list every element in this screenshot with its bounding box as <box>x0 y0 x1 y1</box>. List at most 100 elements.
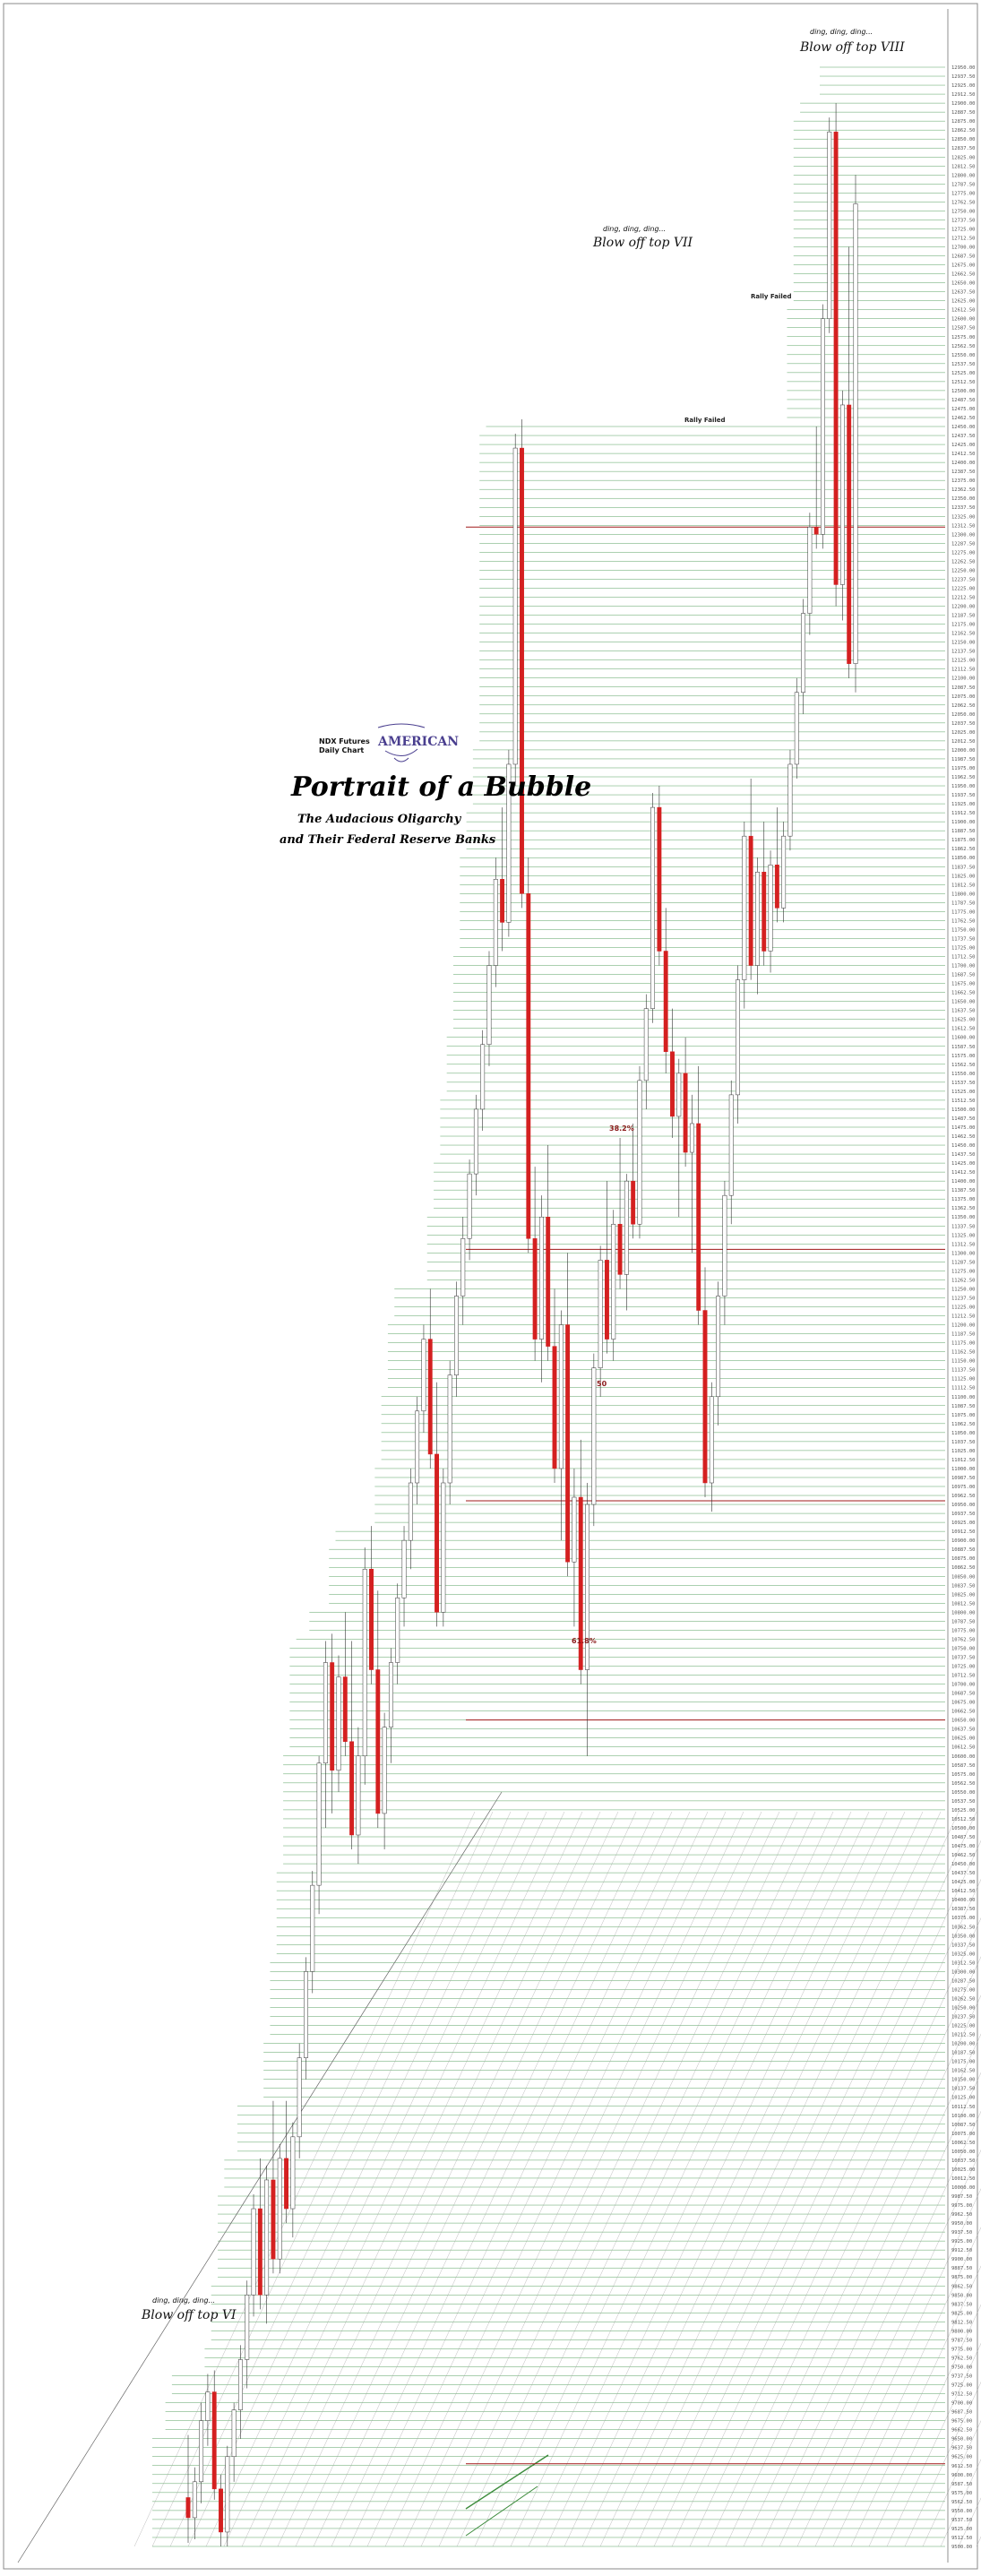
candle <box>683 1037 688 1167</box>
horizontal-grid-lines <box>152 66 945 2547</box>
callout-text: Blow off top VI <box>141 2308 237 2322</box>
y-tick-label: 11587.50 <box>951 1045 976 1050</box>
candle-body <box>408 1482 413 1541</box>
y-tick-label: 9750.00 <box>951 2365 972 2370</box>
y-tick-label: 12475.00 <box>951 407 976 412</box>
fan-line <box>528 1811 870 2547</box>
candle-body <box>205 2391 211 2421</box>
y-tick-label: 10962.50 <box>951 1494 976 1499</box>
candle-body <box>716 1296 721 1398</box>
candle-body <box>709 1396 714 1484</box>
y-tick-label: 9812.50 <box>951 2320 972 2325</box>
candle-body <box>821 318 825 535</box>
y-tick-label: 12487.50 <box>951 398 976 403</box>
candle-body <box>225 2456 230 2533</box>
y-tick-label: 12725.00 <box>951 227 976 232</box>
y-tick-label: 12950.00 <box>951 65 976 71</box>
y-tick-label: 10312.50 <box>951 1960 976 1966</box>
candle-body <box>794 692 799 765</box>
y-tick-label: 12212.50 <box>951 595 976 600</box>
candle-body <box>683 1073 688 1153</box>
y-tick-label: 10950.00 <box>951 1503 976 1508</box>
y-tick-label: 10675.00 <box>951 1701 976 1706</box>
resistance-levels <box>466 526 945 2465</box>
fan-line <box>581 1811 924 2547</box>
y-tick-label: 10662.50 <box>951 1710 976 1715</box>
candle <box>237 2345 243 2439</box>
fan-line <box>743 2033 981 2547</box>
y-tick-label: 9987.50 <box>951 2194 972 2200</box>
candle <box>722 1181 727 1325</box>
y-tick-label: 11950.00 <box>951 784 976 789</box>
callout-text: Blow off top VIII <box>799 40 905 55</box>
y-tick-label: 12000.00 <box>951 748 976 754</box>
y-tick-label: 10050.00 <box>951 2150 976 2155</box>
candle <box>185 2434 191 2543</box>
candle <box>598 1245 603 1397</box>
y-tick-label: 12200.00 <box>951 605 976 610</box>
candle <box>192 2467 197 2539</box>
candle <box>506 749 512 937</box>
y-tick-label: 12150.00 <box>951 641 976 646</box>
candle <box>460 1217 466 1325</box>
fan-line <box>832 2227 981 2547</box>
y-tick-label: 10287.50 <box>951 1978 976 1984</box>
candle <box>421 1324 426 1433</box>
candle <box>323 1641 328 1828</box>
candle <box>650 793 656 1023</box>
candle <box>742 822 747 1009</box>
y-tick-label: 12575.00 <box>951 335 976 340</box>
candle <box>617 1138 623 1289</box>
y-tick-label: 9637.50 <box>951 2446 972 2451</box>
candle-body <box>696 1123 701 1311</box>
candle-body <box>558 1324 564 1469</box>
y-tick-label: 10512.50 <box>951 1817 976 1822</box>
price-axis: 9500.00 9512.50 9525.00 9537.50 9550.00 9562.… <box>947 9 976 2563</box>
y-tick-label: 10250.00 <box>951 2005 976 2011</box>
y-tick-label: 11700.00 <box>951 964 976 969</box>
y-tick-label: 10850.00 <box>951 1574 976 1580</box>
candle <box>264 2165 270 2324</box>
fan-line <box>205 1811 547 2547</box>
y-tick-label: 11287.50 <box>951 1260 976 1265</box>
candle-body <box>538 1216 544 1340</box>
fan-line <box>331 1811 673 2547</box>
fan-line <box>868 2304 981 2547</box>
fan-line <box>313 1811 655 2547</box>
timeframe-label: Daily Chart <box>319 746 364 754</box>
y-tick-label: 10787.50 <box>951 1619 976 1624</box>
fan-line <box>295 1811 637 2547</box>
y-tick-label: 10700.00 <box>951 1683 976 1688</box>
y-tick-label: 11075.00 <box>951 1413 976 1418</box>
candle <box>447 1360 452 1505</box>
fan-line <box>886 2342 981 2547</box>
candle <box>415 1396 420 1505</box>
candle <box>401 1526 407 1627</box>
fan-line <box>689 1917 981 2547</box>
y-tick-label: 11612.50 <box>951 1027 976 1032</box>
candle <box>624 1174 629 1311</box>
y-tick-label: 10037.50 <box>951 2158 976 2164</box>
candle-body <box>336 1676 341 1771</box>
chart-title: Portrait of a Bubble <box>290 771 591 803</box>
fib-label-382: 38.2% <box>609 1124 634 1133</box>
y-tick-label: 11437.50 <box>951 1152 976 1158</box>
chart-subtitle-2: and Their Federal Reserve Banks <box>280 833 496 847</box>
fan-line <box>492 1811 834 2547</box>
candle-body <box>310 1884 315 1972</box>
y-tick-label: 10062.50 <box>951 2141 976 2146</box>
candle <box>605 1181 609 1354</box>
candle <box>558 1310 564 1541</box>
y-tick-label: 9962.50 <box>951 2212 972 2218</box>
candle <box>631 1123 636 1239</box>
y-tick-label: 12112.50 <box>951 668 976 673</box>
fan-line <box>187 1811 529 2547</box>
y-tick-label: 9775.00 <box>951 2347 972 2352</box>
candle-body <box>369 1568 374 1670</box>
y-tick-label: 11200.00 <box>951 1323 976 1329</box>
candle-body <box>447 1374 452 1484</box>
y-tick-label: 10150.00 <box>951 2078 976 2083</box>
candles <box>185 103 858 2546</box>
y-tick-label: 11550.00 <box>951 1072 976 1077</box>
y-tick-label: 9787.50 <box>951 2338 972 2343</box>
